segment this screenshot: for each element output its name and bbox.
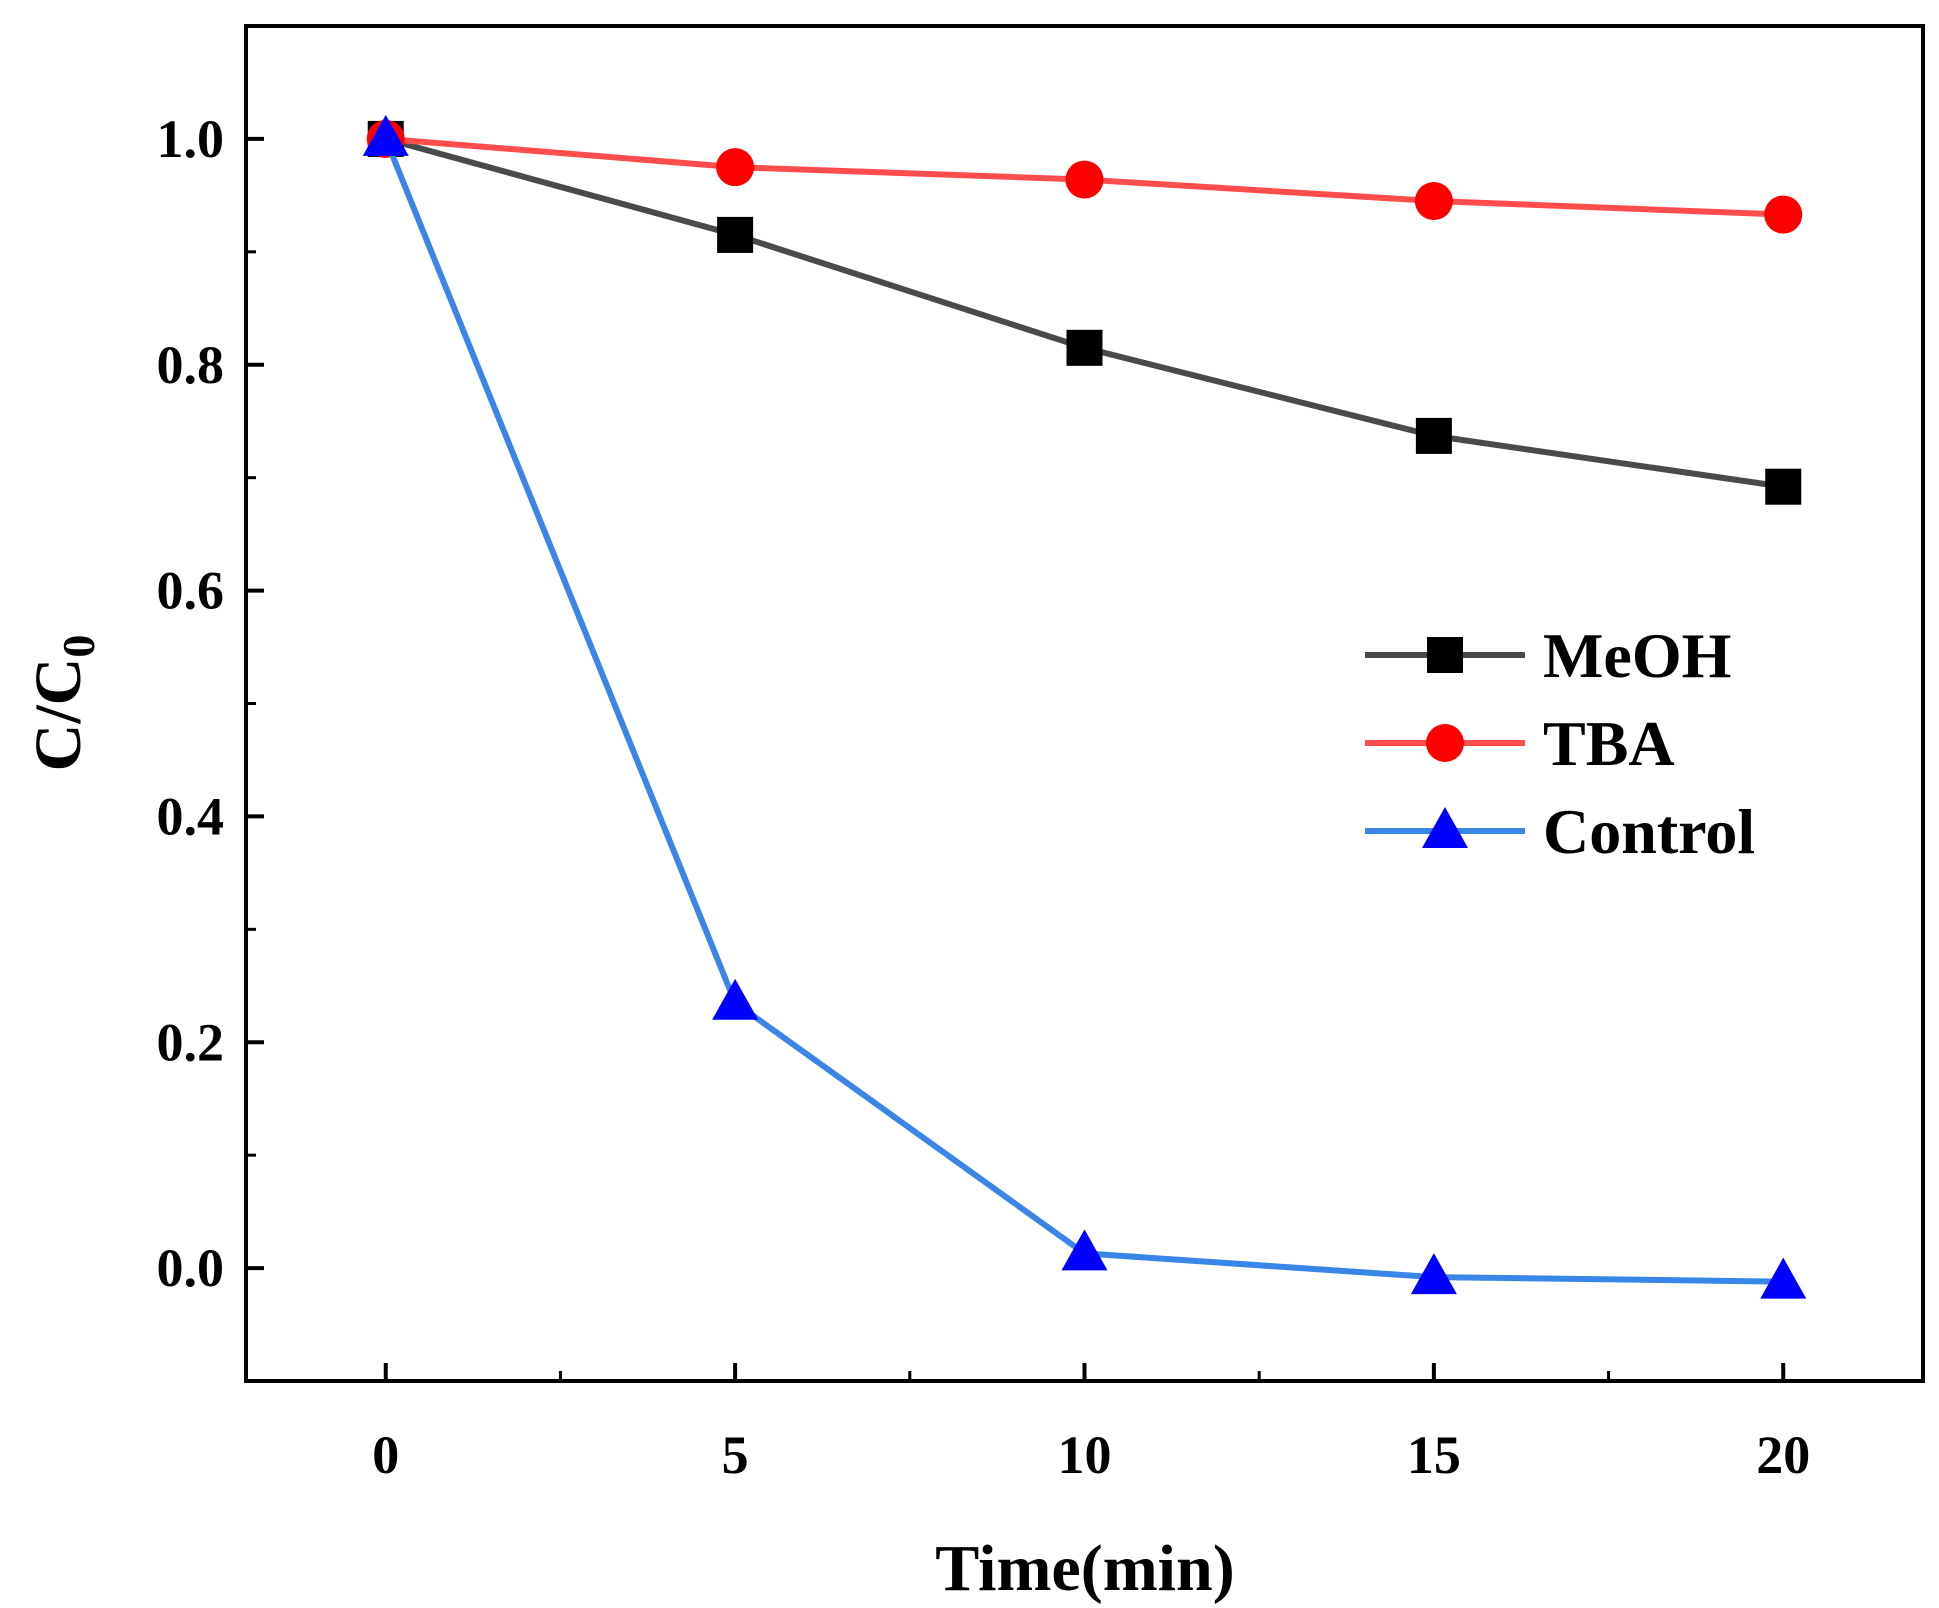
data-point-tba — [716, 148, 755, 187]
y-tick-label: 0.8 — [157, 335, 225, 395]
data-point-tba — [1764, 195, 1803, 234]
legend-label-tba: TBA — [1543, 708, 1675, 779]
data-point-control — [712, 978, 759, 1020]
series-layer — [362, 114, 1807, 1299]
y-tick-label: 0.4 — [157, 786, 225, 846]
legend-item-tba: TBA — [1365, 708, 1675, 779]
y-axis-title-main: C/C — [22, 658, 95, 772]
data-point-meoh — [1066, 329, 1103, 366]
legend: MeOH TBA Control — [1365, 620, 1755, 867]
y-tick-label: 0.2 — [157, 1012, 225, 1072]
series-control — [362, 114, 1807, 1299]
legend-marker-meoh — [1427, 637, 1463, 673]
legend-marker-control — [1422, 807, 1468, 848]
x-axis-title: Time(min) — [935, 1532, 1234, 1605]
legend-marker-tba — [1426, 724, 1464, 762]
data-point-meoh — [1415, 417, 1452, 454]
x-tick-label: 10 — [1058, 1425, 1112, 1485]
legend-item-meoh: MeOH — [1365, 620, 1731, 691]
y-tick-label: 1.0 — [157, 109, 225, 169]
legend-label-control: Control — [1543, 796, 1755, 867]
data-point-meoh — [717, 216, 754, 253]
series-tba — [366, 119, 1803, 234]
legend-item-control: Control — [1365, 796, 1755, 867]
y-axis-title: C/C0 — [22, 635, 104, 772]
plot-frame — [244, 24, 1925, 1383]
legend-label-meoh: MeOH — [1543, 620, 1731, 691]
data-point-control — [1061, 1229, 1108, 1271]
data-point-control — [1410, 1253, 1457, 1295]
x-tick-label: 0 — [372, 1425, 399, 1485]
data-point-tba — [1065, 160, 1104, 199]
x-tick-label: 20 — [1756, 1425, 1810, 1485]
data-point-control — [1760, 1257, 1807, 1299]
data-point-control — [362, 114, 409, 156]
x-tick-label: 15 — [1407, 1425, 1461, 1485]
y-tick-label: 0.0 — [157, 1238, 225, 1298]
y-tick-label: 0.6 — [157, 561, 225, 621]
y-axis-title-subscript: 0 — [53, 635, 104, 658]
data-point-meoh — [1765, 468, 1802, 505]
x-tick-label: 5 — [722, 1425, 749, 1485]
y-axis-ticks: 0.0 0.2 0.4 0.6 0.8 1.0 — [157, 109, 264, 1298]
data-point-tba — [1414, 182, 1453, 221]
x-axis-ticks: 0 5 10 15 20 — [372, 1363, 1810, 1485]
